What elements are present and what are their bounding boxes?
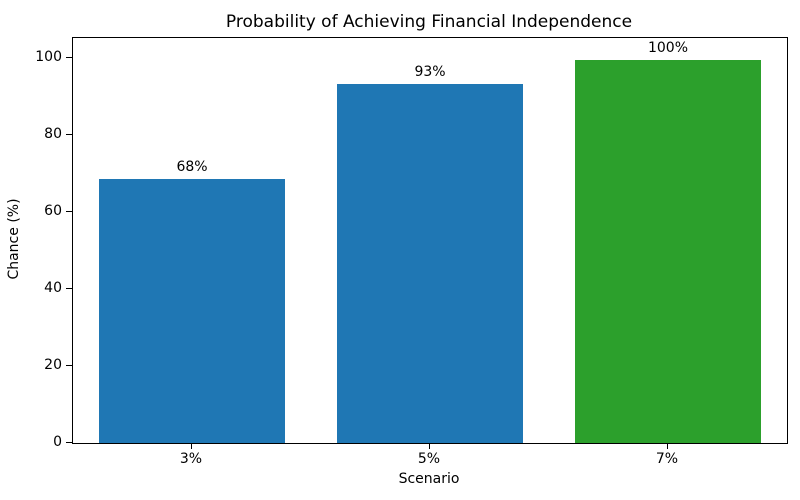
y-tick-label: 0 [53,434,62,450]
x-tick-mark [666,443,668,449]
x-tick-label: 3% [179,451,203,467]
bar-value-label: 68% [176,159,208,175]
y-tick-mark [66,364,72,366]
y-tick-label: 20 [44,357,62,373]
x-tick-label: 5% [417,451,441,467]
y-tick-mark [66,133,72,135]
y-tick-label: 80 [44,126,62,142]
y-tick-label: 100 [35,49,62,66]
y-tick-mark [66,56,72,58]
y-tick-mark [66,441,72,443]
y-tick-mark [66,210,72,212]
y-tick-label: 40 [44,280,62,296]
bar-7% [575,60,761,443]
bar-5% [337,84,523,443]
x-tick-mark [190,443,192,449]
bar-3% [99,179,285,443]
chart-title: Probability of Achieving Financial Indep… [225,12,633,32]
bar-value-label: 93% [414,64,446,80]
plot-area: 68% 93% 100% [72,37,788,444]
y-axis-label: Chance (%) [6,198,22,280]
x-tick-label: 7% [655,451,679,467]
y-tick-mark [66,287,72,289]
bar-value-label: 100% [647,40,689,56]
x-axis-label: Scenario [398,471,460,487]
y-tick-label: 60 [44,203,62,219]
x-tick-mark [428,443,430,449]
